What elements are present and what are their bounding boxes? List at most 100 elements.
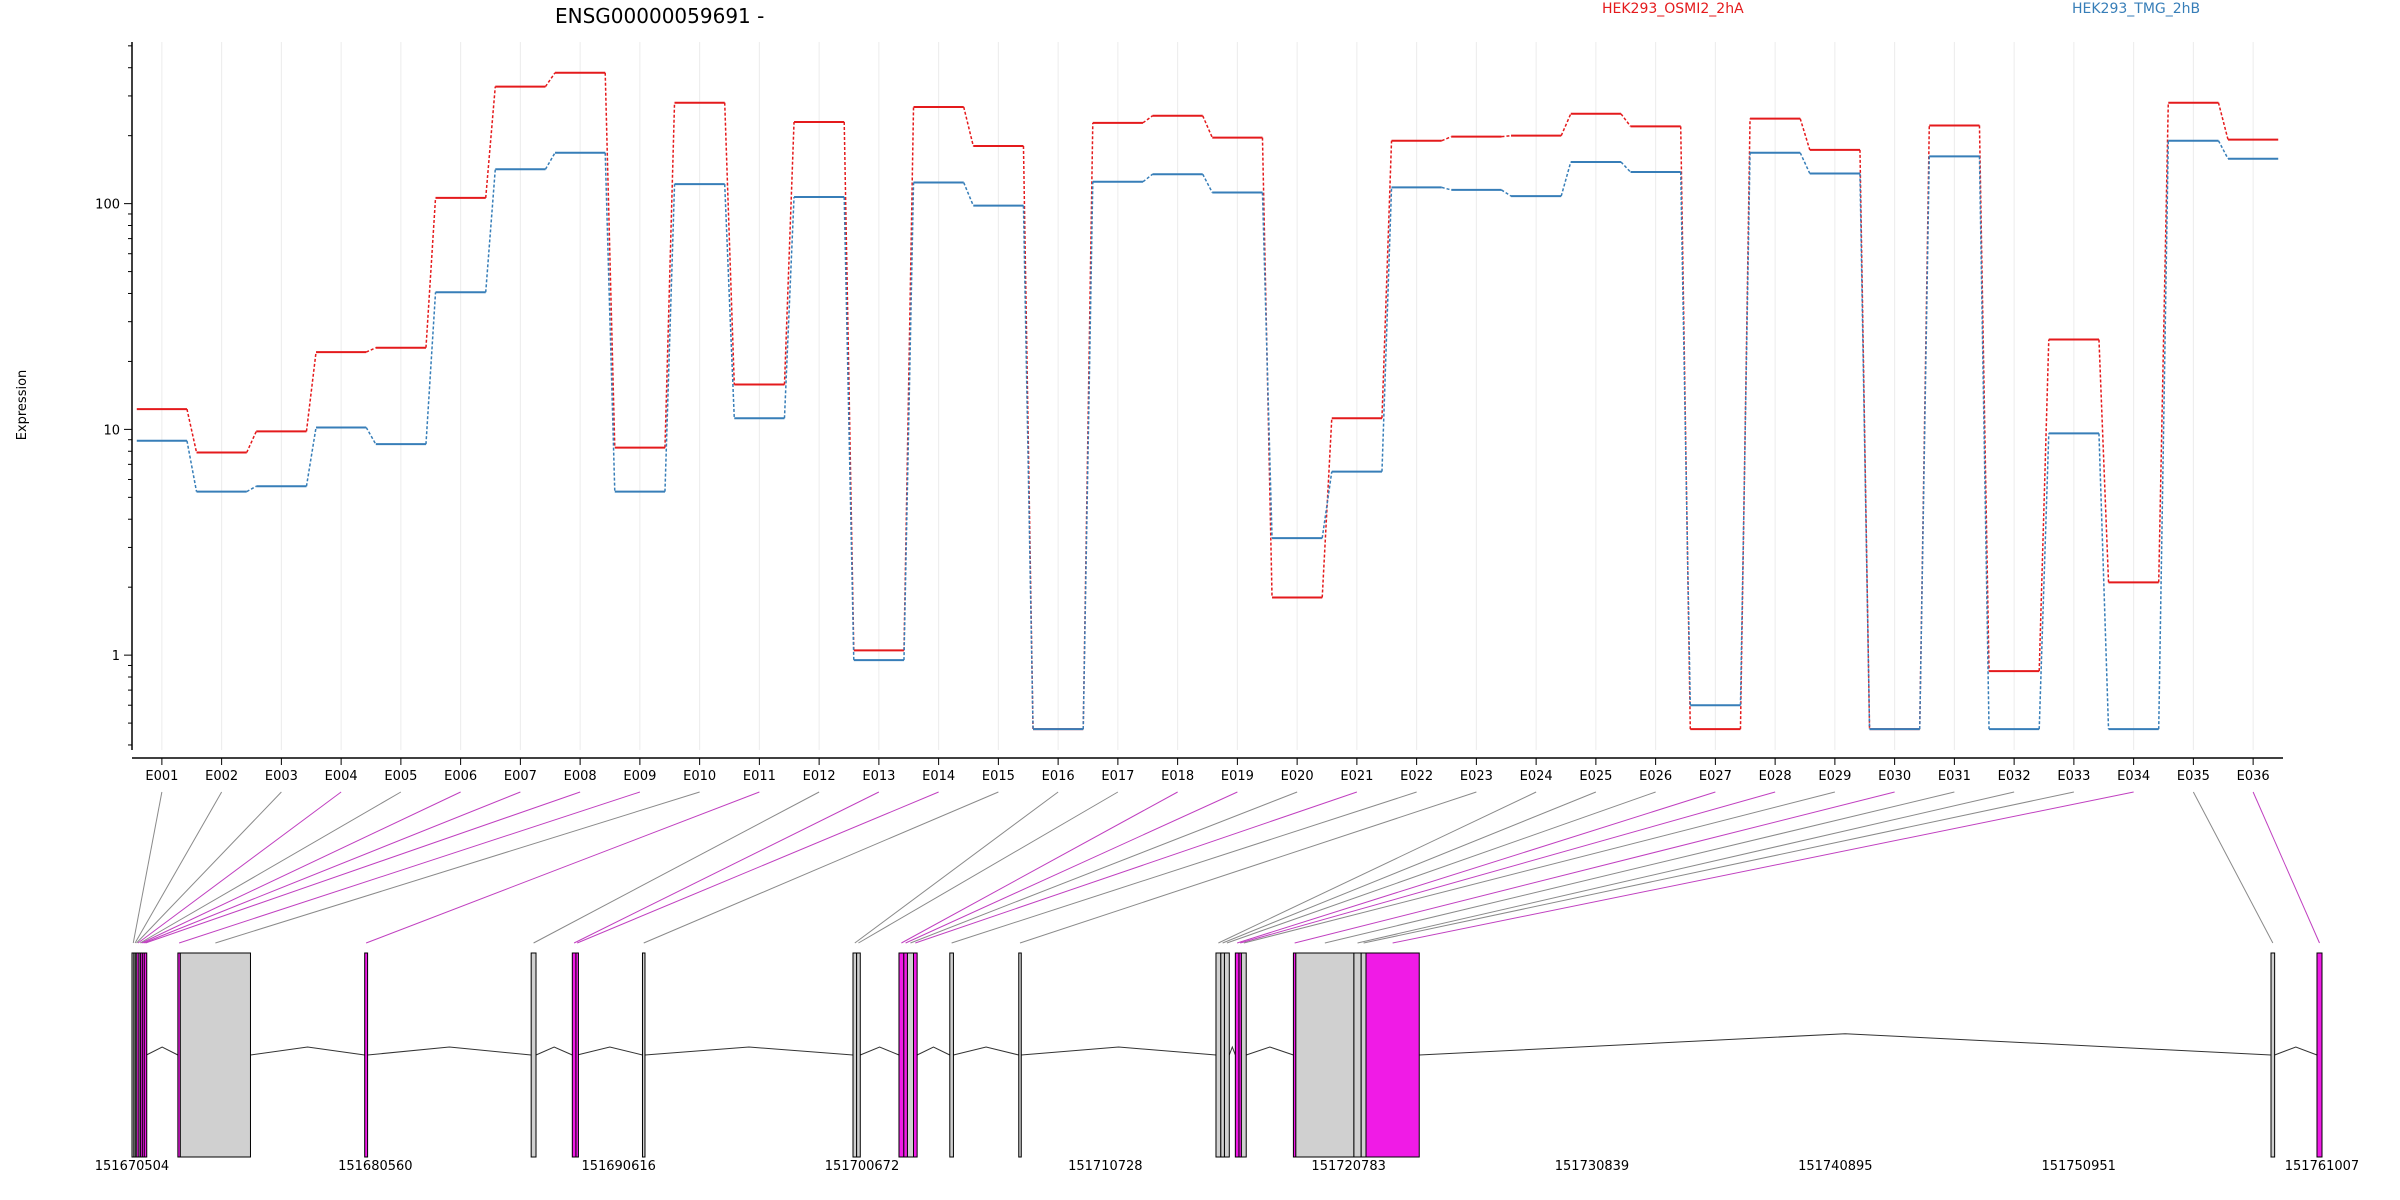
series-1-step [2038,339,2050,672]
x-tick-label-E013: E013 [862,769,895,784]
genomic-tick-label: 151700672 [825,1159,899,1174]
axes: 1 10 100 [95,42,2283,759]
series-1-step [365,347,377,353]
series-1-step [604,72,616,448]
gene-model [131,952,2323,1158]
series-2-step [843,196,855,661]
series-2-step [2217,140,2229,160]
x-tick-label-E022: E022 [1400,769,1433,784]
gridlines [161,42,2254,750]
series-2-step [1859,173,1871,730]
x-tick-label-E008: E008 [564,769,597,784]
series-1-step [843,121,855,651]
connector-E017 [858,791,1119,944]
series-2-step [484,169,497,293]
y-tick-label: 10 [103,423,120,438]
exon-E013 [571,952,577,1158]
series-1-step [723,102,736,385]
connector-E024 [1218,791,1537,944]
series-2-step [1082,181,1094,730]
x-tick-label-E006: E006 [444,769,477,784]
exon-E024 [1215,952,1222,1158]
exon-E025 [1220,952,1225,1158]
series-2-step [1142,173,1153,183]
x-tick-label-E009: E009 [623,769,656,784]
series-2-step [1620,161,1632,173]
series-1-step [246,431,257,453]
connector-E016 [854,791,1059,944]
x-tick-label-E034: E034 [2117,769,2150,784]
series-1-step [1381,140,1393,419]
series-1-step [484,86,497,198]
series-2-step [1261,192,1273,539]
connector-E004 [137,791,342,944]
genomic-tick-label: 151740895 [1798,1159,1872,1174]
exon-E018 [898,952,905,1158]
intron-line [1228,1045,1236,1056]
x-tick-label-E018: E018 [1161,769,1194,784]
connector-E003 [136,791,282,944]
genomic-tick-label: 151670504 [95,1159,169,1174]
genomic-tick-label: 151690616 [581,1159,655,1174]
genomic-tick-label: 151730839 [1555,1159,1629,1174]
series-2-step [1381,187,1393,472]
intron-line [535,1046,573,1056]
exon-connector-lines [132,791,2320,944]
x-tick-label-E004: E004 [325,769,358,784]
series-2-step [963,182,974,206]
connector-E028 [1240,791,1776,944]
x-tick-labels: E001 E002 E003 E004 E005 E006 E007 E008 E009 E010… [145,758,2270,784]
connector-E013 [573,791,880,944]
connector-E010 [215,791,700,944]
x-tick-label-E028: E028 [1759,769,1792,784]
series-1-step [186,408,198,453]
series-1-step [544,72,556,88]
exon-E020 [906,952,915,1158]
connector-E008 [145,791,581,944]
intron-line [250,1046,365,1056]
x-tick-label-E031: E031 [1938,769,1971,784]
series-2-step [2098,433,2110,730]
series-1-step [305,351,317,432]
genomic-tick-labels: 151670504 151680560 151690616 151700672 1517… [95,1159,2359,1174]
connector-E009 [178,791,641,944]
exon-E035 [2270,952,2276,1158]
exon-E012 [530,952,537,1158]
legend-series-2: HEK293_TMG_2hB [2072,1,2200,17]
exon-E008 [143,952,148,1158]
connector-E026 [1226,791,1656,944]
connector-E034 [1392,791,2134,944]
x-tick-label-E026: E026 [1639,769,1672,784]
connector-E007 [143,791,521,944]
exon-E011 [364,952,369,1158]
series-1-step [425,197,437,348]
connector-E031 [1324,791,1955,944]
series-2-step [2038,433,2050,730]
x-tick-label-E003: E003 [265,769,298,784]
exon-E010 [179,952,251,1158]
exon-E019 [903,952,908,1158]
x-tick-label-E027: E027 [1699,769,1732,784]
x-tick-label-E011: E011 [743,769,776,784]
connector-E033 [1363,791,2074,944]
connector-E002 [134,791,223,944]
x-tick-label-E007: E007 [504,769,537,784]
x-tick-label-E021: E021 [1340,769,1373,784]
x-tick-label-E015: E015 [982,769,1015,784]
x-tick-label-E012: E012 [803,769,836,784]
connector-E035 [2192,791,2274,944]
exon-E023 [1018,952,1022,1158]
series-2-step [544,152,556,170]
y-tick-label: 1 [112,649,120,664]
intron-line [367,1046,532,1056]
connector-E022 [951,791,1417,944]
connector-E001 [132,791,163,944]
x-tick-label-E035: E035 [2177,769,2210,784]
genomic-tick-label: 151680560 [338,1159,412,1174]
series-2-step [1799,152,1811,174]
genomic-tick-label: 151720783 [1311,1159,1385,1174]
series-1-step [1142,115,1153,124]
intron-line [146,1046,179,1056]
x-tick-label-E029: E029 [1818,769,1851,784]
y-axis-label: Expression [15,370,30,441]
